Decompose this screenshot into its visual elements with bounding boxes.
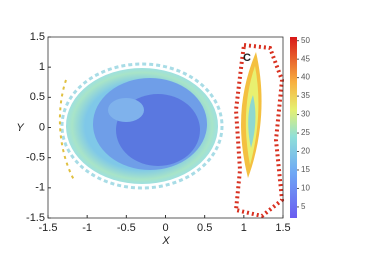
colorbar-tick-label: 35 bbox=[301, 91, 310, 100]
x-tick-label: 0 bbox=[162, 222, 168, 234]
colorbar-tick-label: 5 bbox=[301, 202, 306, 211]
colorbar-tick-label: 30 bbox=[301, 110, 310, 119]
x-tick-label: -1.5 bbox=[39, 222, 58, 234]
colorbar-tick-label: 45 bbox=[301, 54, 310, 63]
y-tick-label: -1.5 bbox=[26, 212, 45, 224]
y-tick-label: -0.5 bbox=[26, 152, 45, 164]
x-tick-label: 0.5 bbox=[197, 222, 212, 234]
colorbar-tick-label: 40 bbox=[301, 73, 310, 82]
colorbar-tick-label: 10 bbox=[301, 184, 310, 193]
y-tick-label: 0 bbox=[39, 121, 45, 133]
y-tick-label: 0.5 bbox=[30, 91, 45, 103]
colorbar-ticks: 5 10 15 20 25 30 35 40 45 50 bbox=[297, 36, 310, 211]
panel-label: C bbox=[243, 52, 251, 64]
x-tick-label: -1 bbox=[82, 222, 92, 234]
y-tick-label: 1.5 bbox=[30, 31, 45, 43]
y-tick-label: -1 bbox=[35, 182, 45, 194]
y-axis-label: Y bbox=[16, 122, 24, 134]
colorbar-tick-label: 15 bbox=[301, 165, 310, 174]
colorbar-tick-label: 20 bbox=[301, 147, 310, 156]
colorbar bbox=[290, 37, 297, 218]
colorbar-tick-label: 50 bbox=[301, 36, 310, 45]
colorbar-tick-label: 25 bbox=[301, 128, 310, 137]
heatmap-image bbox=[48, 37, 285, 219]
y-tick-label: 1 bbox=[39, 61, 45, 73]
x-axis-label: X bbox=[161, 235, 170, 247]
x-tick-label: 1.5 bbox=[275, 222, 290, 234]
x-tick-label: -0.5 bbox=[117, 222, 136, 234]
x-tick-label: 1 bbox=[241, 222, 247, 234]
